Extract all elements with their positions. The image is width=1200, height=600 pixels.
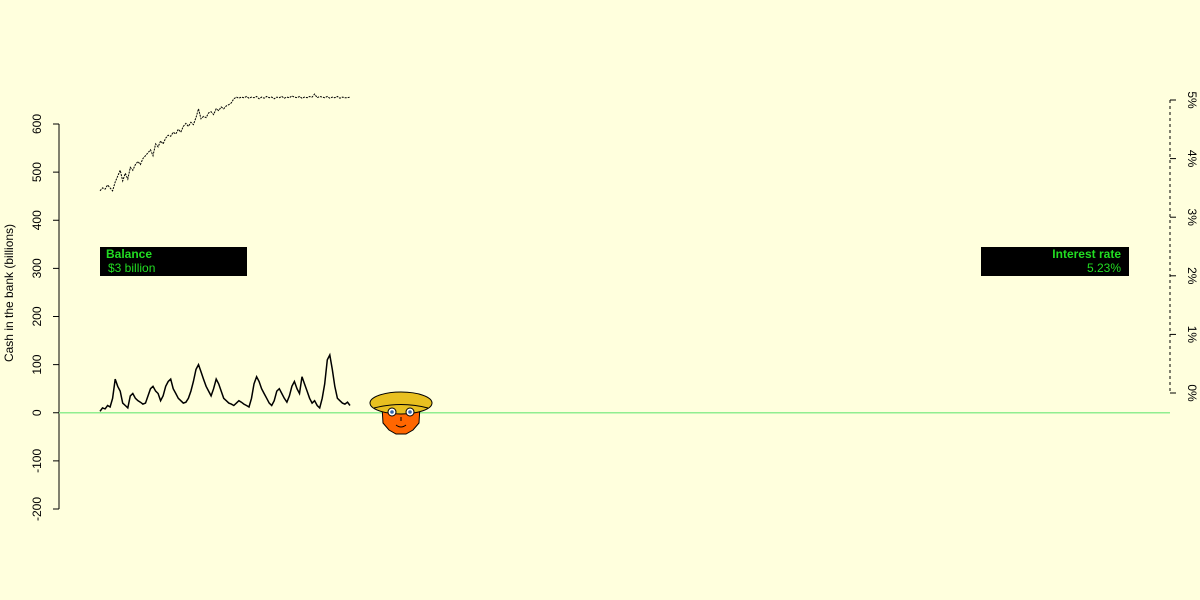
left-axis-tick-label: -100 <box>30 449 44 473</box>
balance-panel: Balance $3 billion <box>100 247 247 276</box>
right-axis-tick-label: 3% <box>1185 209 1199 227</box>
cash-balance-series-line <box>99 352 351 412</box>
right-axis-tick-label: 2% <box>1185 267 1199 285</box>
right-axis: 0% 1% 2% 3% 4% 5% <box>1169 91 1199 402</box>
smiling-face-with-yellow-hat-icon <box>369 391 433 435</box>
right-axis-tick-label: 0% <box>1185 384 1199 402</box>
left-axis-tick-label: -200 <box>30 497 44 521</box>
left-axis: -200 -100 0 100 200 300 400 500 600 Cash in the … <box>2 114 60 521</box>
balance-title: Balance <box>106 247 153 261</box>
interest-rate-series-line <box>99 93 351 192</box>
right-axis-tick-label: 5% <box>1185 91 1199 109</box>
left-axis-tick-label: 400 <box>30 210 44 230</box>
balance-value: $3 billion <box>108 261 156 275</box>
interest-rate-value: 5.23% <box>1086 261 1121 275</box>
character-left-pupil <box>390 410 394 414</box>
character-hat <box>369 391 433 415</box>
character-mouth <box>395 424 407 428</box>
left-axis-tick-label: 500 <box>30 162 44 182</box>
right-axis-tick-label: 4% <box>1185 150 1199 168</box>
interest-rate-title: Interest rate <box>1052 247 1121 261</box>
left-axis-tick-label: 600 <box>30 114 44 134</box>
left-axis-tick-label: 200 <box>30 306 44 326</box>
left-axis-tick-label: 0 <box>30 409 44 416</box>
left-axis-tick-label: 100 <box>30 354 44 374</box>
character-right-pupil <box>408 410 412 414</box>
left-axis-tick-label: 300 <box>30 258 44 278</box>
left-axis-label: Cash in the bank (billions) <box>2 224 16 362</box>
character-hat-rim <box>373 404 429 409</box>
interest-rate-panel: Interest rate 5.23% <box>981 247 1129 276</box>
right-axis-tick-label: 1% <box>1185 326 1199 344</box>
